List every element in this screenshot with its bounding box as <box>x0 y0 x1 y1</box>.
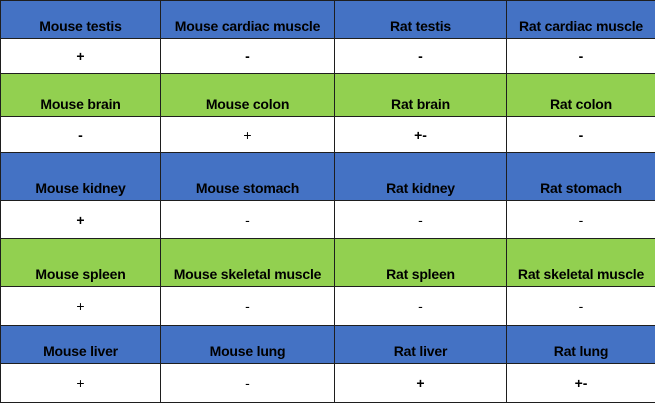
tissue-header-cell: Rat testis <box>334 0 507 39</box>
expression-value-cell: +- <box>334 116 507 153</box>
tissue-header-cell: Mouse lung <box>160 325 335 364</box>
tissue-header-cell: Mouse colon <box>160 73 335 117</box>
expression-value-cell: +- <box>506 363 655 403</box>
expression-value-cell: + <box>334 363 507 403</box>
header-row: Mouse brain Mouse colon Rat brain Rat co… <box>0 73 655 117</box>
expression-value-cell: - <box>160 200 335 239</box>
value-row: + - - - <box>0 286 655 326</box>
expression-value-cell: - <box>506 200 655 239</box>
tissue-header-cell: Rat skeletal muscle <box>506 238 655 287</box>
expression-value-cell: - <box>506 38 655 74</box>
expression-value-cell: - <box>160 286 335 326</box>
tissue-header-cell: Rat liver <box>334 325 507 364</box>
header-row: Mouse testis Mouse cardiac muscle Rat te… <box>0 0 655 39</box>
header-row: Mouse kidney Mouse stomach Rat kidney Ra… <box>0 152 655 201</box>
tissue-header-cell: Mouse skeletal muscle <box>160 238 335 287</box>
tissue-header-cell: Mouse spleen <box>0 238 161 287</box>
expression-value-cell: - <box>0 116 161 153</box>
expression-value-cell: + <box>160 116 335 153</box>
expression-value-cell: - <box>506 116 655 153</box>
value-row: + - + +- <box>0 363 655 403</box>
expression-value-cell: - <box>334 200 507 239</box>
tissue-header-cell: Rat spleen <box>334 238 507 287</box>
tissue-header-cell: Rat cardiac muscle <box>506 0 655 39</box>
header-row: Mouse liver Mouse lung Rat liver Rat lun… <box>0 325 655 364</box>
tissue-header-cell: Mouse liver <box>0 325 161 364</box>
tissue-header-cell: Mouse kidney <box>0 152 161 201</box>
expression-value-cell: - <box>506 286 655 326</box>
expression-value-cell: + <box>0 286 161 326</box>
tissue-header-cell: Mouse testis <box>0 0 161 39</box>
tissue-header-cell: Mouse cardiac muscle <box>160 0 335 39</box>
tissue-header-cell: Rat stomach <box>506 152 655 201</box>
header-row: Mouse spleen Mouse skeletal muscle Rat s… <box>0 238 655 287</box>
tissue-header-cell: Rat colon <box>506 73 655 117</box>
tissue-header-cell: Rat brain <box>334 73 507 117</box>
tissue-header-cell: Rat kidney <box>334 152 507 201</box>
value-row: + - - - <box>0 200 655 239</box>
expression-value-cell: - <box>334 286 507 326</box>
value-row: - + +- - <box>0 116 655 153</box>
expression-value-cell: + <box>0 200 161 239</box>
tissue-header-cell: Rat lung <box>506 325 655 364</box>
expression-value-cell: - <box>160 363 335 403</box>
expression-value-cell: - <box>160 38 335 74</box>
expression-value-cell: + <box>0 363 161 403</box>
tissue-header-cell: Mouse stomach <box>160 152 335 201</box>
value-row: + - - - <box>0 38 655 74</box>
expression-value-cell: - <box>334 38 507 74</box>
expression-value-cell: + <box>0 38 161 74</box>
tissue-header-cell: Mouse brain <box>0 73 161 117</box>
